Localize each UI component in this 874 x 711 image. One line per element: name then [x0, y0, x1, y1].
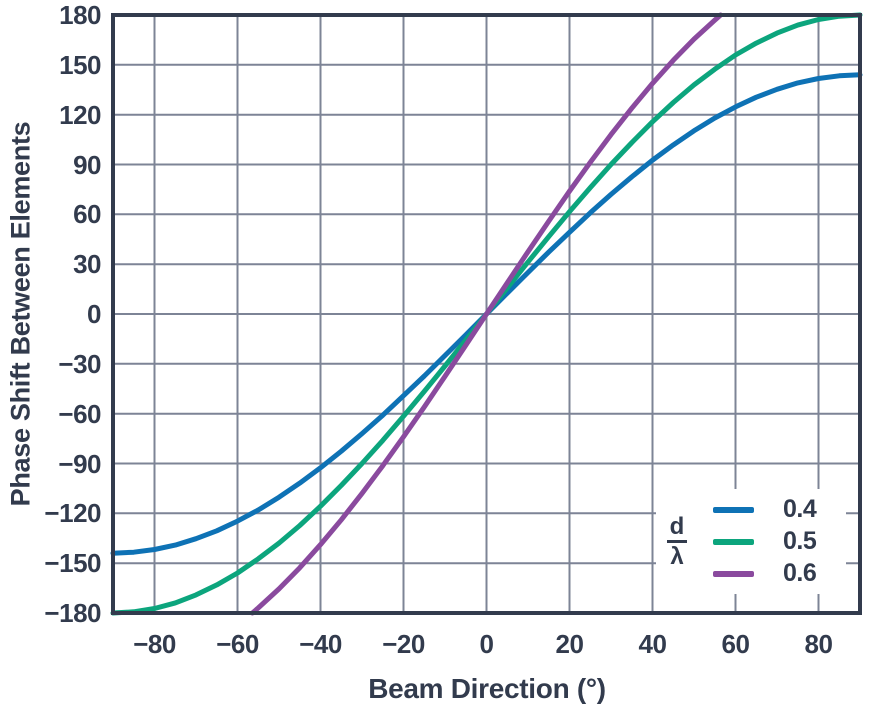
x-tick-label: −40 [299, 629, 342, 659]
legend-label: 0.4 [783, 495, 817, 523]
x-tick-label: −60 [216, 629, 259, 659]
y-tick-label: −150 [44, 548, 101, 579]
y-tick-label: −60 [58, 398, 101, 429]
legend-row: 0.5 [713, 526, 817, 558]
y-axis-title: Phase Shift Between Elements [5, 121, 36, 507]
y-tick-label: 120 [59, 99, 101, 130]
legend-row: 0.6 [713, 558, 817, 590]
series-line-0.6 [249, 12, 724, 616]
x-tick-label: 60 [721, 629, 750, 659]
series-curves [110, 12, 863, 616]
y-tick-label: 0 [87, 299, 101, 329]
y-tick-label: −120 [44, 498, 101, 529]
legend-title-fraction: d λ [665, 514, 689, 569]
legend-swatch-0.6 [713, 570, 754, 577]
legend-rows: 0.4 0.5 0.6 [713, 494, 817, 590]
x-tick-label: −80 [133, 629, 176, 659]
x-tick-label: −20 [382, 629, 425, 659]
legend-swatch-0.5 [713, 538, 754, 545]
plot-frame-rect [111, 13, 862, 615]
legend-fraction-denominator: λ [670, 543, 684, 570]
legend-swatch-0.4 [713, 506, 754, 513]
x-tick-label: 20 [555, 629, 584, 659]
x-tick-label: 0 [479, 629, 494, 659]
plot-frame [111, 13, 862, 615]
y-tick-label: 150 [59, 49, 101, 80]
y-tick-label: 30 [73, 249, 101, 280]
y-tick-label: 90 [73, 149, 101, 180]
legend-label: 0.5 [783, 527, 817, 555]
y-tick-label: 180 [59, 0, 101, 30]
y-tick-label: −180 [44, 598, 101, 628]
y-tick-label: −90 [58, 448, 101, 479]
gridlines [113, 15, 860, 613]
x-axis-title: Beam Direction (°) [368, 673, 606, 704]
x-tick-label: 80 [804, 629, 833, 659]
y-tick-label: −30 [58, 348, 101, 379]
legend-fraction-numerator: d [666, 514, 688, 543]
legend-label: 0.6 [783, 559, 817, 587]
legend-row: 0.4 [713, 494, 817, 526]
y-tick-label: 60 [73, 199, 101, 230]
x-tick-label: 40 [638, 629, 667, 659]
legend: d λ 0.4 0.5 0.6 [656, 489, 846, 594]
